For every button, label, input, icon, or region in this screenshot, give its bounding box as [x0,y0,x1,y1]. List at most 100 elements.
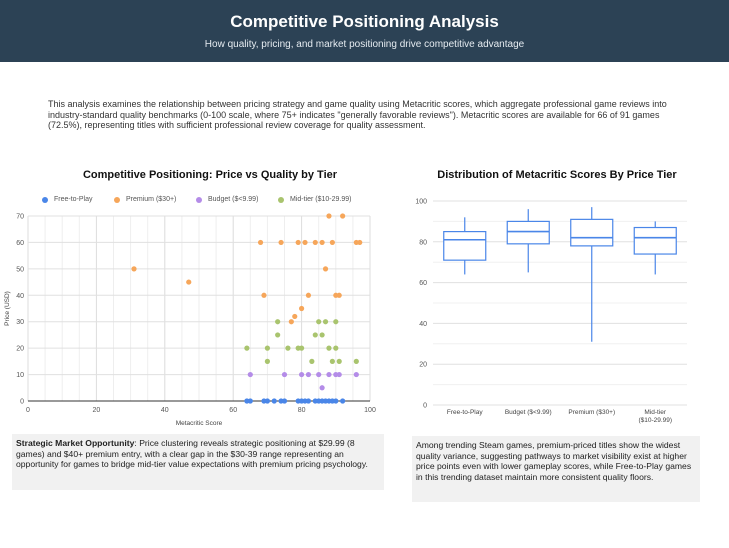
page-subtitle: How quality, pricing, and market positio… [204,39,525,50]
scatter-point-midtier [275,319,281,325]
y-tick-label: 50 [16,266,24,273]
scatter-point-premium [357,239,363,246]
header-banner: Competitive Positioning Analysis How qua… [0,0,729,62]
scatter-point-budget [319,385,325,391]
scatter-point-premium [295,239,301,246]
legend-label-premium: Premium ($30+) [126,196,177,203]
y-tick-label: 40 [419,321,427,328]
y-tick-label: 100 [415,199,427,206]
boxplot-chart-title: Distribution of Metacritic Scores By Pri… [437,169,677,181]
scatter-point-premium [299,305,305,312]
scatter-point-budget [299,371,305,378]
scatter-chart-title: Competitive Positioning: Price vs Qualit… [82,169,338,181]
note-left-text: : Price clustering reveals strategic pos… [16,438,368,470]
scatter-point-premium [336,292,342,298]
box-iqr [443,230,487,261]
scatter-point-budget [326,371,332,378]
scatter-point-premium [340,213,346,219]
scatter-point-midtier [333,319,339,325]
y-tick-label: 30 [16,319,24,326]
scatter-point-premium [292,313,298,320]
scatter-point-midtier [264,358,270,364]
scatter-point-midtier [329,358,335,364]
box-category-label: Budget ($<9.99) [505,409,552,416]
box-iqr [633,226,677,255]
scatter-point-premium [326,213,332,219]
box-iqr [570,218,614,247]
intro-paragraph: This analysis examines the relationship … [48,99,667,130]
scatter-chart: 0 10 20 30 40 50 60 70 0 20 40 60 80 100 Metacritic Sc… [4,213,376,427]
x-tick-label: 0 [26,407,30,414]
y-tick-label: 60 [16,240,24,247]
scatter-point-budget [305,371,312,378]
y-tick-label: 20 [419,362,427,369]
scatter-point-budget [353,371,359,378]
legend-label-budget: Budget ($<9.99) [208,196,259,203]
scatter-point-premium [131,266,137,272]
scatter-point-budget [281,371,288,378]
scatter-point-midtier [299,345,305,351]
scatter-point-midtier [319,332,325,338]
scatter-point-free [333,398,339,404]
variance-note: Among trending Steam games, premium-pric… [412,436,700,502]
scatter-point-midtier [322,319,329,325]
scatter-point-midtier [353,358,359,364]
y-tick-label: 0 [423,403,427,410]
scatter-point-premium [329,239,335,246]
x-tick-label: 100 [364,407,376,414]
scatter-point-premium [302,239,308,246]
y-axis-title: Price (USD) [4,291,11,326]
scatter-point-midtier [309,358,315,364]
scatter-point-premium [319,239,325,246]
box-iqr [506,220,550,245]
y-tick-label: 70 [16,214,24,221]
scatter-point-premium [257,239,264,246]
scatter-point-premium [186,279,192,285]
y-tick-label: 0 [20,399,24,406]
legend-label-free: Free-to-Play [54,196,93,203]
scatter-point-midtier [333,345,339,351]
legend-swatch-budget [196,197,202,203]
scatter-point-midtier [244,345,250,351]
scatter-point-midtier [275,332,281,338]
scatter-point-free [340,398,346,404]
page-title: Competitive Positioning Analysis [230,12,499,31]
scatter-point-free [271,398,277,404]
box-category-label: Premium ($30+) [568,409,615,416]
box-category-label-sub: ($10-29.99) [638,417,672,424]
scatter-point-free [281,398,288,404]
scatter-point-midtier [264,345,270,351]
x-tick-label: 40 [161,407,169,414]
scatter-point-premium [322,266,329,272]
x-tick-label: 60 [229,407,237,414]
scatter-point-premium [288,319,294,325]
box-category-label: Mid-tier [644,409,667,416]
boxplot-chart: 0 20 40 60 80 100 Free-to-Play Budget ($<9.99) P… [415,199,687,424]
y-tick-label: 60 [419,280,427,287]
scatter-point-premium [312,239,318,246]
y-tick-label: 10 [16,372,24,379]
scatter-point-budget [336,371,342,378]
legend-swatch-free [42,197,48,203]
scatter-point-midtier [316,319,322,325]
scatter-point-free [264,398,270,404]
scatter-point-midtier [312,332,318,338]
strategic-opportunity-note: Strategic Market Opportunity: Price clus… [12,434,384,490]
box-category-label: Free-to-Play [447,409,484,416]
scatter-point-midtier [336,358,342,364]
x-tick-label: 20 [93,407,101,414]
scatter-point-midtier [326,345,332,351]
y-tick-label: 40 [16,293,24,300]
x-tick-label: 80 [298,407,306,414]
note-left-heading: Strategic Market Opportunity [16,438,135,448]
x-axis-title: Metacritic Score [176,420,223,427]
scatter-point-premium [305,292,312,298]
scatter-point-premium [261,292,267,298]
y-tick-label: 20 [16,346,24,353]
y-tick-label: 80 [419,239,427,246]
legend-swatch-midtier [278,197,284,203]
scatter-legend: Free-to-Play Premium ($30+) Budget ($<9.… [30,196,400,208]
scatter-point-free [247,398,253,404]
scatter-point-premium [278,239,284,246]
legend-label-midtier: Mid-tier ($10-29.99) [290,196,352,203]
